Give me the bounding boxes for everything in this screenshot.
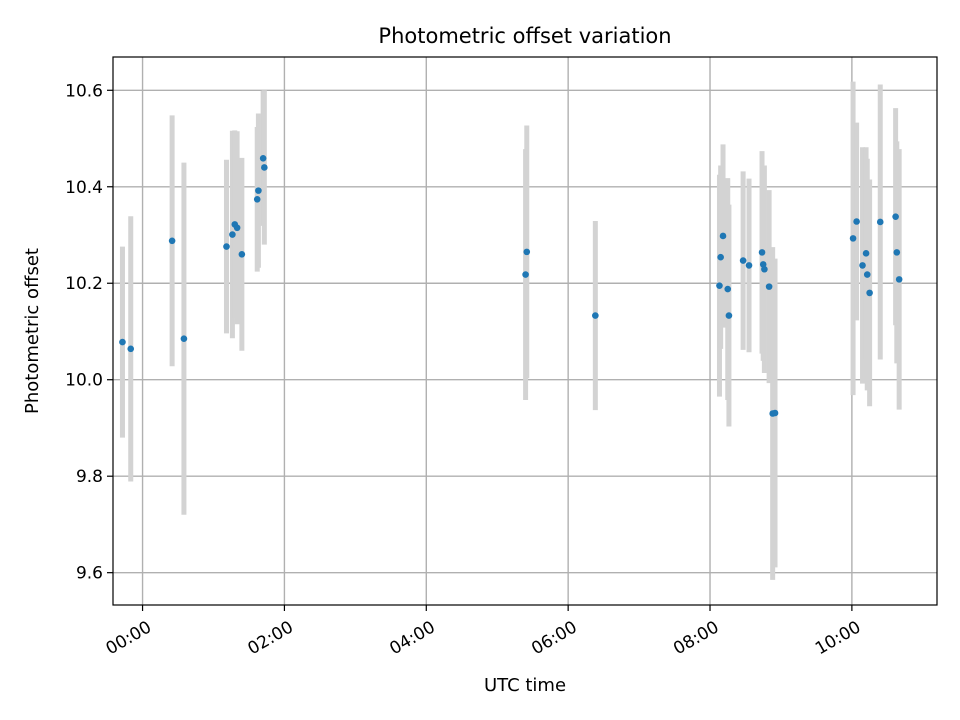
y-axis-title: Photometric offset	[22, 248, 43, 414]
data-point	[895, 276, 903, 283]
data-point	[253, 196, 261, 203]
data-point	[261, 164, 268, 171]
data-point	[859, 262, 866, 269]
y-tick-label: 10.0	[65, 371, 103, 391]
y-tick-label: 9.6	[76, 564, 103, 584]
data-point	[745, 262, 753, 269]
data-point	[229, 231, 236, 238]
data-point	[853, 218, 860, 225]
data-point	[849, 235, 857, 242]
data-point	[725, 312, 733, 319]
data-point	[523, 248, 531, 256]
data-point	[716, 282, 723, 289]
data-point	[866, 289, 873, 297]
data-point	[893, 249, 901, 256]
data-point	[180, 335, 188, 343]
data-point	[892, 213, 899, 220]
data-point	[119, 338, 126, 346]
data-point	[592, 312, 599, 319]
data-point	[876, 218, 884, 226]
y-tick-label: 10.4	[65, 178, 103, 198]
data-point	[522, 271, 529, 278]
data-point	[223, 243, 230, 250]
data-point	[127, 345, 135, 353]
data-point	[233, 224, 241, 232]
data-point	[238, 250, 246, 258]
y-tick-label: 10.6	[65, 81, 103, 101]
data-point	[168, 237, 176, 245]
data-point	[758, 249, 766, 256]
plot-frame	[112, 56, 938, 606]
data-point	[259, 155, 267, 162]
data-point	[739, 257, 747, 264]
data-point	[717, 253, 724, 261]
data-point	[761, 265, 768, 273]
y-tick-label: 9.8	[76, 467, 103, 487]
data-point	[771, 409, 779, 417]
data-point	[863, 271, 871, 278]
data-point	[862, 250, 870, 257]
data-point	[765, 283, 773, 290]
data-point	[724, 285, 732, 293]
data-point	[719, 232, 727, 240]
x-axis-title: UTC time	[484, 675, 566, 696]
y-tick-label: 10.2	[65, 274, 103, 294]
chart-title: Photometric offset variation	[378, 24, 671, 48]
y-axis: 9.6 9.8 10.0 10.2 10.4 10.6	[65, 81, 113, 584]
data-point	[255, 187, 262, 194]
data-points	[119, 155, 903, 417]
